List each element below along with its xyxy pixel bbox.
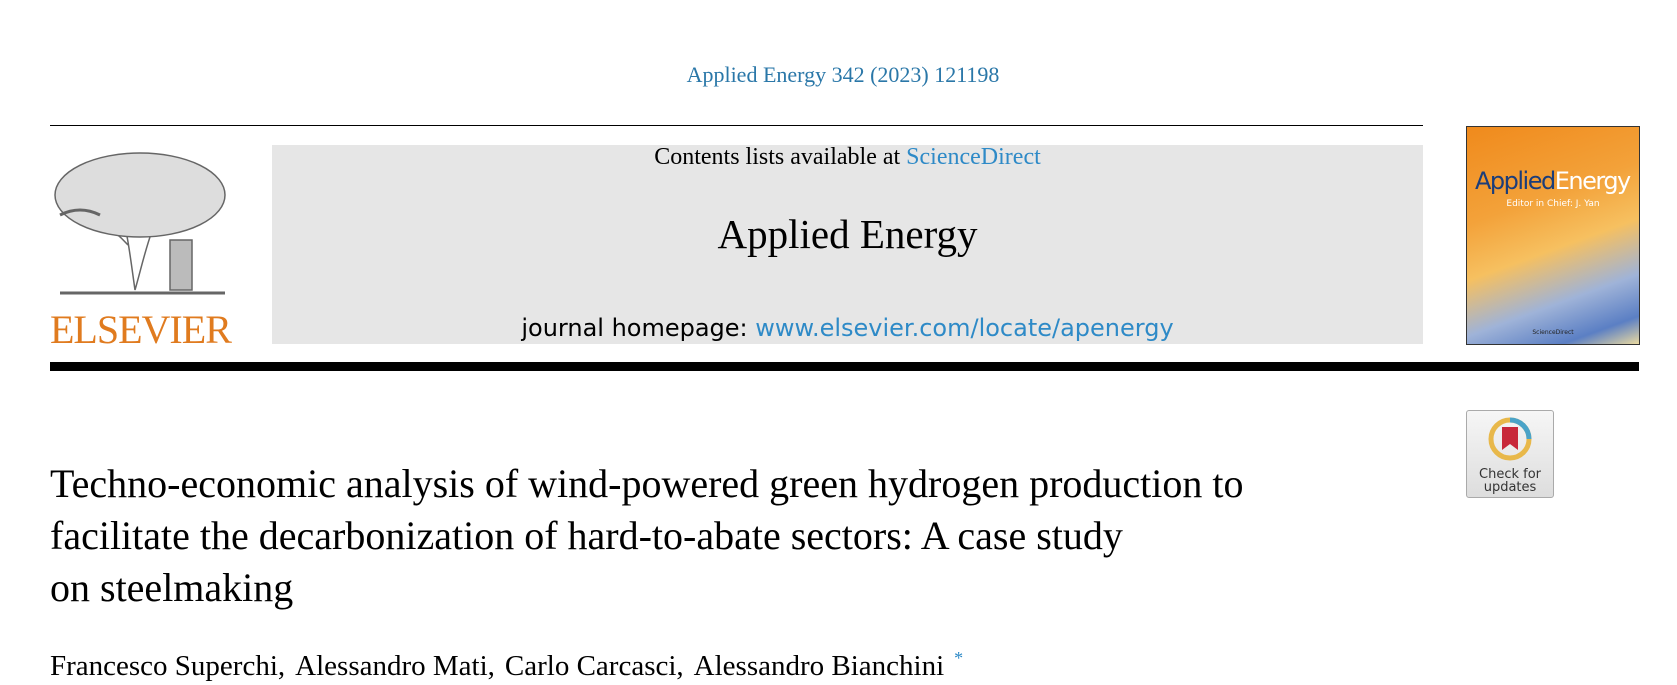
author[interactable]: Carlo Carcasci, xyxy=(504,649,684,682)
journal-cover[interactable]: AppliedEnergy Editor in Chief: J. Yan Sc… xyxy=(1466,126,1640,345)
rule xyxy=(50,125,1423,126)
homepage-link[interactable]: www.elsevier.com/locate/apenergy xyxy=(755,314,1174,342)
contents-line: Contents lists available at ScienceDirec… xyxy=(272,144,1423,171)
homepage-prefix: journal homepage: xyxy=(521,314,748,342)
corresponding-mark[interactable]: * xyxy=(954,648,964,668)
author-list: Francesco Superchi, Alessandro Mati, Carlo… xyxy=(50,648,963,683)
elsevier-tree xyxy=(54,152,226,295)
author[interactable]: Alessandro Bianchini xyxy=(693,649,945,682)
citation[interactable]: Applied Energy 342 (2023) 121198 xyxy=(686,62,1000,87)
sciencedirect-link[interactable]: ScienceDirect xyxy=(906,144,1041,170)
journal-banner xyxy=(272,145,1423,344)
cover-title: AppliedEnergy xyxy=(1475,167,1632,195)
cover-editor: Editor in Chief: J. Yan xyxy=(1506,199,1600,209)
author[interactable]: Francesco Superchi, xyxy=(50,649,286,682)
cover-footer: ScienceDirect xyxy=(1532,329,1574,336)
badge-line2: updates xyxy=(1483,480,1537,495)
cover-title-b: Energy xyxy=(1554,167,1632,195)
journal-name: Applied Energy xyxy=(717,211,978,257)
check-updates-badge[interactable]: Check for updates xyxy=(1466,410,1554,498)
title-line: on steelmaking xyxy=(50,565,294,610)
title-line: Techno-economic analysis of wind-powered… xyxy=(50,461,1244,506)
badge-icon xyxy=(1488,417,1532,461)
separator-bar xyxy=(50,362,1639,371)
cover-title-a: Applied xyxy=(1475,167,1556,195)
author[interactable]: Alessandro Mati, xyxy=(295,649,495,682)
article-title: Techno-economic analysis of wind-powered… xyxy=(50,458,1244,614)
badge-line1: Check for xyxy=(1479,467,1541,482)
title-line: facilitate the decarbonization of hard-t… xyxy=(50,513,1123,558)
homepage-line: journal homepage: www.elsevier.com/locat… xyxy=(272,314,1423,342)
contents-prefix: Contents lists available at xyxy=(654,144,901,170)
publisher-logo[interactable]: ELSEVIER xyxy=(50,307,232,352)
